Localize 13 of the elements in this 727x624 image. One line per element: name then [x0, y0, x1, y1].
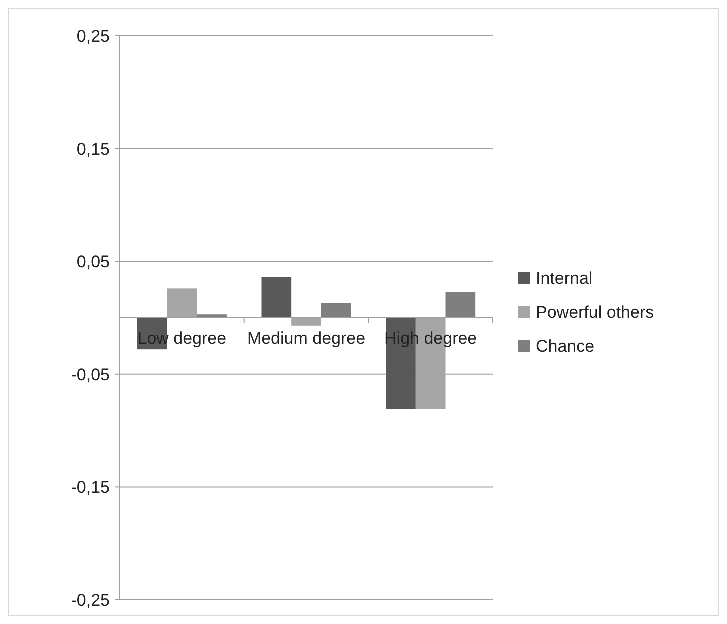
- legend-label: Powerful others: [536, 302, 654, 322]
- y-tick-label: -0,25: [71, 590, 110, 610]
- x-tick-label: Medium degree: [247, 329, 366, 348]
- y-tick-label: 0,05: [76, 252, 110, 272]
- y-tick-label: 0,15: [76, 140, 110, 159]
- legend-label: Internal: [536, 268, 593, 288]
- y-tick-label: -0,05: [71, 365, 110, 384]
- bar: [321, 303, 352, 318]
- y-tick-label: 0,25: [76, 26, 110, 46]
- y-tick-label: -0,15: [71, 478, 110, 498]
- bar: [262, 277, 292, 318]
- bar: [446, 292, 476, 318]
- legend-label: Chance: [536, 336, 595, 356]
